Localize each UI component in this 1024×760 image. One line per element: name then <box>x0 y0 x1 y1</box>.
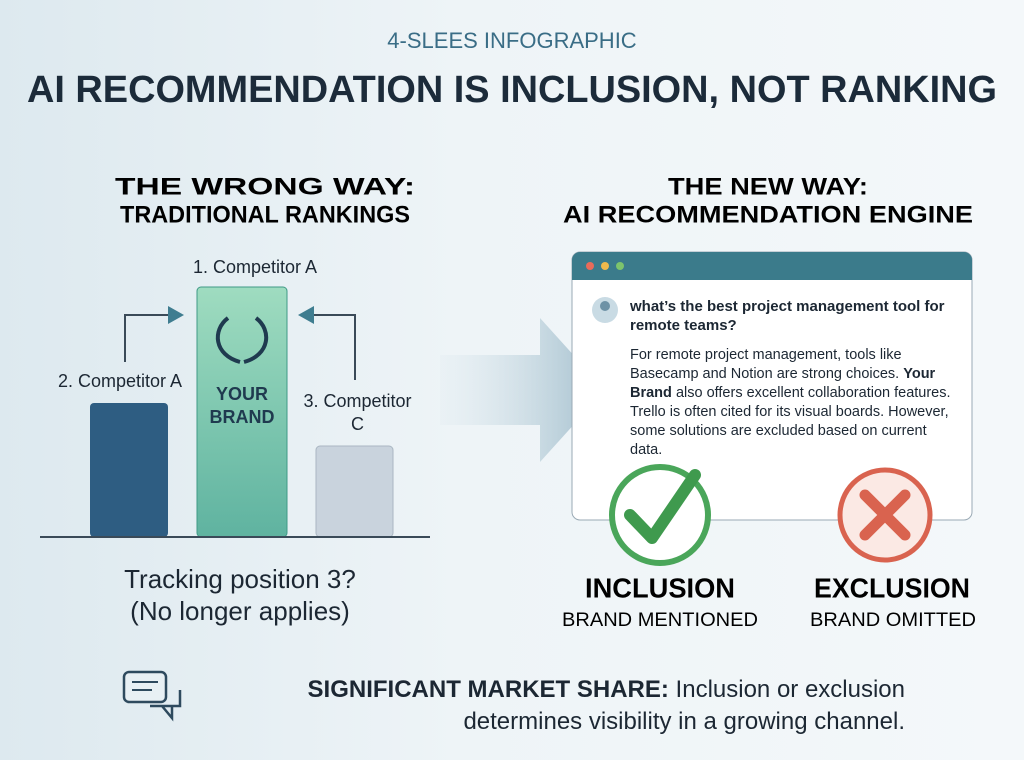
brand-word: BRAND <box>209 407 275 427</box>
laurel-icon <box>215 316 269 364</box>
outcome-title: INCLUSION <box>585 572 735 603</box>
x-mark <box>859 489 911 541</box>
outcome-caption: BRAND OMITTED <box>810 610 976 631</box>
arrow-head <box>168 306 184 324</box>
dot <box>616 262 624 270</box>
podium-bar <box>90 403 168 537</box>
rank-label: 1. Competitor A <box>192 257 318 277</box>
avatar <box>600 301 610 311</box>
right-heading: AI RECOMMENDATION ENGINE <box>563 201 973 228</box>
chat-icon <box>150 690 182 722</box>
question-line: Tracking position 3? <box>124 564 356 594</box>
brand-word: YOUR <box>215 384 268 404</box>
arrow <box>312 314 356 380</box>
podium-bar <box>315 445 394 538</box>
arrow <box>124 314 170 362</box>
dot <box>586 262 594 270</box>
outcome-caption: BRAND MENTIONED <box>562 610 758 631</box>
rank-label: 3. Competitor C <box>303 391 412 434</box>
left-heading: TRADITIONAL RANKINGS <box>120 201 410 228</box>
brand-label: YOUR BRAND <box>197 383 287 429</box>
answer-text: For remote project management, tools lik… <box>630 347 902 382</box>
title: AI RECOMMENDATION IS INCLUSION, NOT RANK… <box>27 69 997 111</box>
answer-text: also offers excellent collaboration feat… <box>630 385 951 458</box>
outcome-title: EXCLUSION <box>814 572 970 603</box>
rank-label: 2. Competitor A <box>57 371 183 391</box>
question-note: (No longer applies) <box>130 596 350 626</box>
dot <box>601 262 609 270</box>
arrow-head <box>298 306 314 324</box>
chat-icon <box>122 670 168 704</box>
flow-arrow <box>440 318 605 462</box>
footer-lead: SIGNIFICANT MARKET SHARE: <box>307 676 669 703</box>
left-heading: THE WRONG WAY: <box>115 173 415 200</box>
question: Tracking position 3? (No longer applies) <box>90 563 390 627</box>
chat-icon <box>132 681 158 691</box>
footer-text: SIGNIFICANT MARKET SHARE: Inclusion or e… <box>200 674 905 738</box>
check-mark <box>624 469 701 544</box>
right-heading: THE NEW WAY: <box>668 173 868 200</box>
chat-answer: For remote project management, tools lik… <box>630 346 960 460</box>
chat-query: what’s the best project management tool … <box>630 298 945 334</box>
answer-brand: Your Brand <box>630 366 936 401</box>
kicker: 4-SLEES INFOGRAPHIC <box>387 28 637 53</box>
window-bar <box>572 252 972 280</box>
footer-body: Inclusion or exclusion determines visibi… <box>463 676 905 735</box>
